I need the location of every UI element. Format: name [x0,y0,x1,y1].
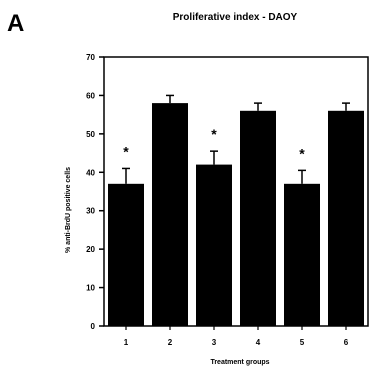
y-tick-label: 10 [86,284,95,293]
bar [284,183,320,326]
y-tick-label: 30 [86,207,95,216]
panel-letter: A [7,10,25,37]
y-axis-label: % anti-BrdU positive cells [65,167,72,253]
plot-area-border [103,56,369,327]
plot-frame [103,56,369,327]
x-tick-label: 1 [124,338,129,347]
bar [196,164,232,326]
significance-marker: * [123,143,129,159]
y-tick-label: 0 [91,322,96,331]
bar [240,110,276,326]
bar [108,183,144,326]
x-tick-label: 3 [212,338,217,347]
x-tick-label: 4 [256,338,261,347]
x-axis-label: Treatment groups [210,359,269,366]
significance-marker: * [299,145,305,161]
bars: * * * [108,94,364,326]
y-tick-label: 20 [86,245,95,254]
y-tick-label: 70 [86,53,95,62]
x-tick-label: 6 [344,338,349,347]
x-tick-label: 2 [168,338,173,347]
bar [328,110,364,326]
bar [152,103,188,326]
x-tick-label: 5 [300,338,305,347]
significance-marker: * [211,126,217,142]
chart-title: Proliferative index - DAOY [172,12,298,23]
y-axis-ticks: 0 10 20 30 40 50 60 70 [86,53,104,331]
x-axis-ticks: 1 2 3 4 5 6 [124,326,349,347]
y-tick-label: 40 [86,168,95,177]
y-tick-label: 60 [86,91,95,100]
y-tick-label: 50 [86,130,95,139]
